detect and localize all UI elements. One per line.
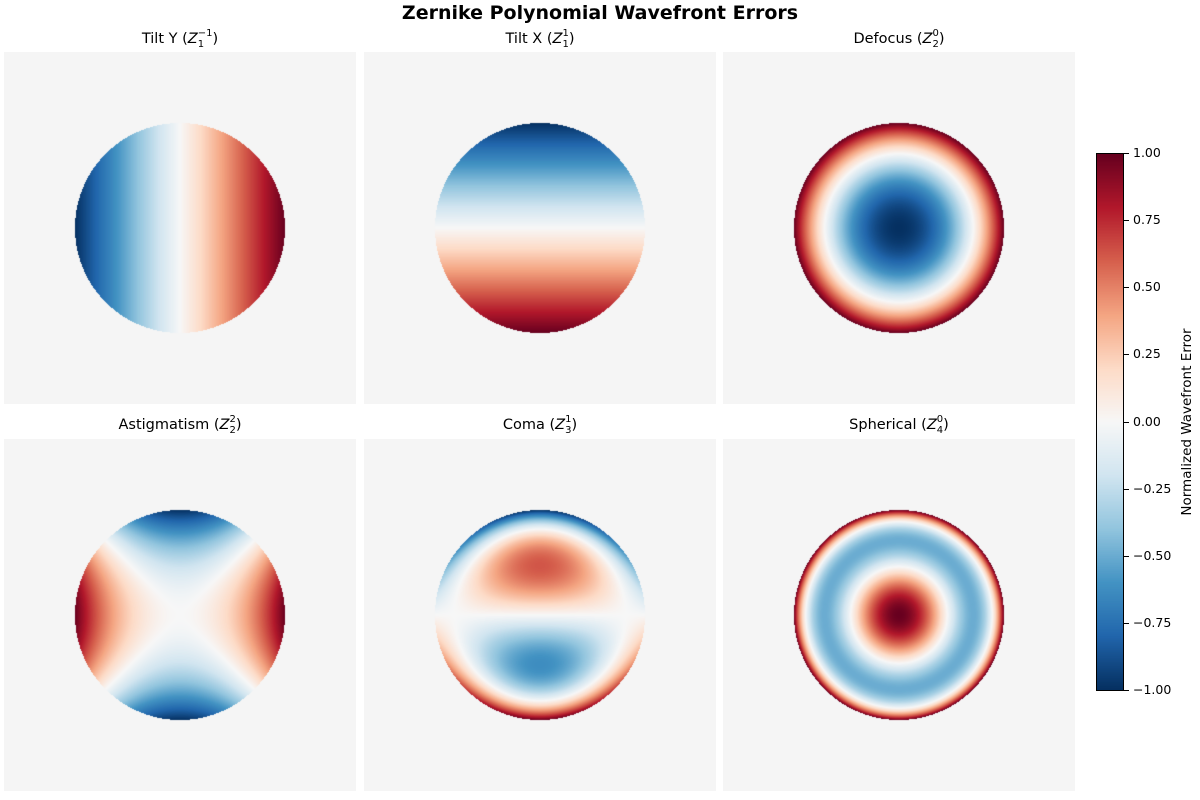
colorbar-gradient xyxy=(1097,154,1123,690)
wavefront-map xyxy=(4,439,356,791)
panel-title-tilt-x: Tilt X (Z 1 1) xyxy=(505,28,575,50)
colorbar-tick xyxy=(1124,153,1129,154)
azimuthal-frequency: −1 xyxy=(197,28,213,39)
azimuthal-frequency: 1 xyxy=(565,414,572,425)
azimuthal-frequency: 1 xyxy=(562,28,569,39)
wavefront-map xyxy=(364,439,716,791)
panel-title-coma: Coma (Z 1 3) xyxy=(502,414,578,436)
panel-title-defocus: Defocus (Z 0 2) xyxy=(853,28,945,50)
colorbar-tick-label: −0.25 xyxy=(1133,481,1172,496)
panel-name: Astigmatism xyxy=(118,417,210,433)
azimuthal-frequency: 2 xyxy=(229,414,236,425)
panel-tilt-y xyxy=(4,52,356,404)
colorbar-tick xyxy=(1124,623,1129,624)
panel-title-astigmatism: Astigmatism (Z 2 2) xyxy=(118,414,242,436)
colorbar-label: Normalized Wavefront Error xyxy=(1179,328,1195,516)
colorbar-tick-label: 0.25 xyxy=(1133,346,1161,361)
wavefront-map xyxy=(364,52,716,404)
colorbar-tick xyxy=(1124,354,1129,355)
radial-order: 1 xyxy=(197,39,205,50)
colorbar-tick-label: −1.00 xyxy=(1133,682,1172,697)
zernike-symbol: Z xyxy=(926,417,937,433)
radial-order: 2 xyxy=(229,425,236,436)
zernike-symbol: Z xyxy=(555,417,566,433)
panel-coma xyxy=(364,439,716,791)
panel-name: Defocus xyxy=(853,31,913,47)
panel-title-tilt-y: Tilt Y (Z −1 1) xyxy=(141,28,219,50)
colorbar-tick-label: −0.50 xyxy=(1133,548,1172,563)
radial-order: 3 xyxy=(565,425,572,436)
colorbar-tick xyxy=(1124,422,1129,423)
colorbar-tick-label: 1.00 xyxy=(1133,145,1161,160)
panel-title-spherical: Spherical (Z 0 4) xyxy=(849,414,949,436)
radial-order: 1 xyxy=(562,39,569,50)
wavefront-map xyxy=(723,439,1075,791)
panel-name: Tilt Y xyxy=(141,31,178,47)
panel-defocus xyxy=(723,52,1075,404)
colorbar-tick xyxy=(1124,287,1129,288)
colorbar-tick-label: 0.50 xyxy=(1133,279,1161,294)
radial-order: 2 xyxy=(932,39,939,50)
azimuthal-frequency: 0 xyxy=(936,414,944,425)
zernike-symbol: Z xyxy=(552,31,563,47)
zernike-symbol: Z xyxy=(922,31,933,47)
panel-tilt-x xyxy=(364,52,716,404)
radial-order: 4 xyxy=(936,425,944,436)
zernike-symbol: Z xyxy=(187,31,198,47)
colorbar-tick xyxy=(1124,489,1129,490)
panel-spherical xyxy=(723,439,1075,791)
colorbar-tick xyxy=(1124,220,1129,221)
figure-title: Zernike Polynomial Wavefront Errors xyxy=(401,2,799,24)
colorbar-tick-label: −0.75 xyxy=(1133,615,1172,630)
panel-name: Tilt X xyxy=(505,31,543,47)
colorbar-tick xyxy=(1124,690,1129,691)
colorbar-tick-label: 0.00 xyxy=(1133,414,1161,429)
colorbar-tick xyxy=(1124,556,1129,557)
panel-name: Spherical xyxy=(849,417,917,433)
panel-name: Coma xyxy=(502,417,545,433)
panel-astigmatism xyxy=(4,439,356,791)
wavefront-map xyxy=(723,52,1075,404)
zernike-symbol: Z xyxy=(219,417,230,433)
azimuthal-frequency: 0 xyxy=(932,28,939,39)
colorbar-tick-label: 0.75 xyxy=(1133,212,1161,227)
wavefront-map xyxy=(4,52,356,404)
colorbar xyxy=(1096,153,1124,691)
